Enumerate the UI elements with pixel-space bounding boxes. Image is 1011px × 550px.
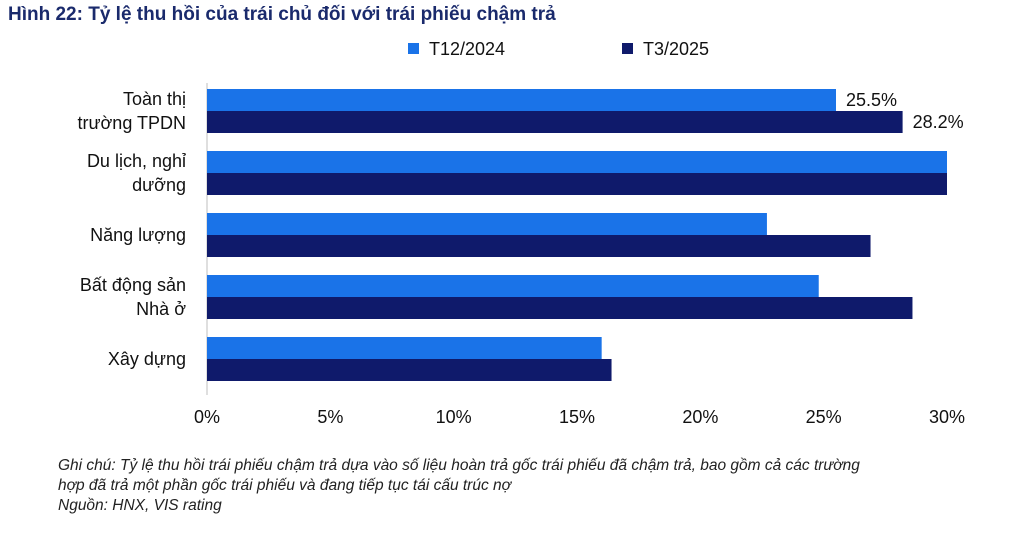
x-tick-label: 0% [194,407,220,427]
bar [207,275,819,297]
x-tick-label: 15% [559,407,595,427]
category-label: Toàn thị [123,89,186,109]
category-label: trường TPDN [77,113,186,133]
note-line-2: hợp đã trả một phần gốc trái phiếu và đa… [58,477,512,494]
source-line: Nguồn: HNX, VIS rating [58,497,222,514]
x-tick-label: 20% [682,407,718,427]
category-label: Bất động sản [80,275,186,295]
bar [207,235,871,257]
category-label: Năng lượng [90,225,186,245]
note-line-1: Ghi chú: Tỷ lệ thu hồi trái phiếu chậm t… [58,457,860,474]
bar [207,337,602,359]
data-label: 25.5% [846,90,897,110]
category-label: Nhà ở [136,299,186,319]
x-tick-label: 5% [317,407,343,427]
legend-label: T3/2025 [643,39,709,59]
bar [207,359,612,381]
bar [207,173,947,195]
category-label: dưỡng [132,175,186,195]
bar [207,151,947,173]
legend-swatch [622,43,633,54]
bar [207,89,836,111]
chart-notes: Ghi chú: Tỷ lệ thu hồi trái phiếu chậm t… [58,456,1008,516]
bar [207,213,767,235]
category-label: Du lịch, nghỉ [87,151,186,171]
data-label: 28.2% [913,112,964,132]
x-tick-label: 25% [806,407,842,427]
legend-label: T12/2024 [429,39,505,59]
legend-swatch [408,43,419,54]
chart-title: Hình 22: Tỷ lệ thu hồi của trái chủ đối … [8,4,556,25]
x-tick-label: 30% [929,407,965,427]
category-label: Xây dựng [108,349,186,369]
bar [207,111,903,133]
bar [207,297,913,319]
bar-chart: T12/2024 T3/2025 Toàn thị trường TPDN Du lịc… [77,39,965,427]
x-tick-label: 10% [436,407,472,427]
